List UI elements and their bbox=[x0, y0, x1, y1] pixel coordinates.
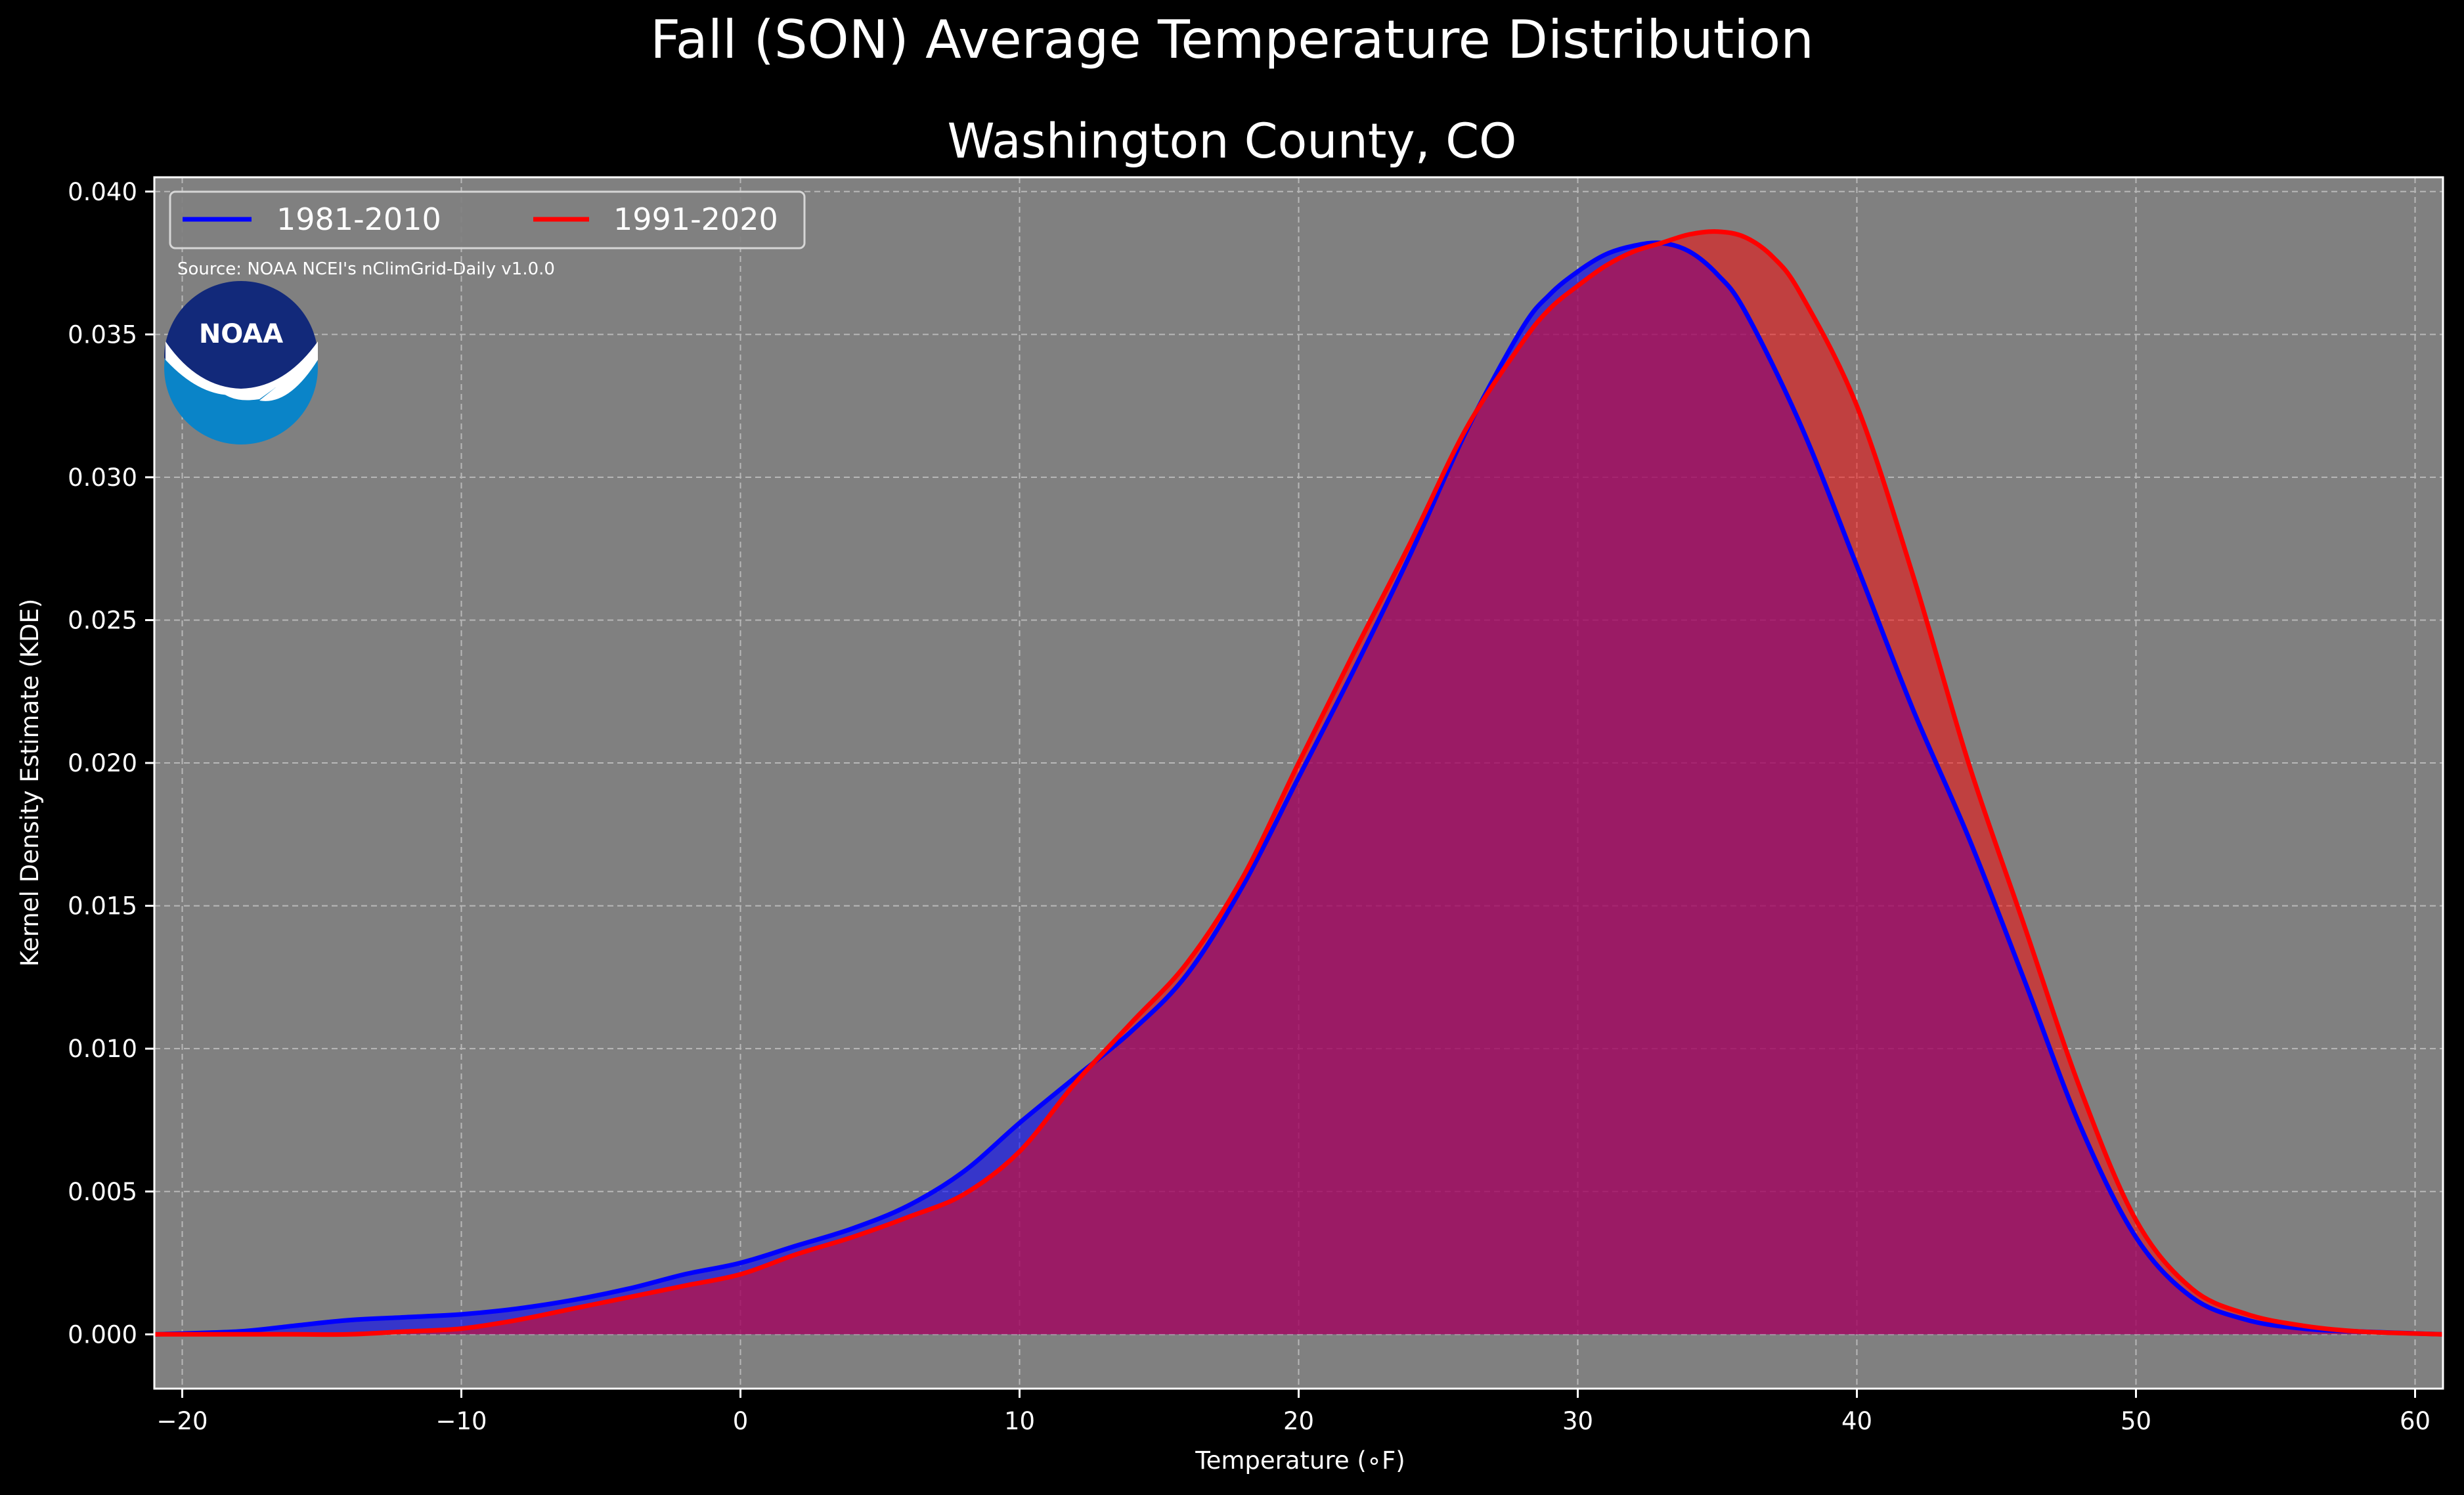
axis-ticks: −20 −10 0 10 20 30 40 50 60 0.000 0.005 0.010 0.015 0… bbox=[68, 178, 2431, 1435]
x-tick-label: 10 bbox=[1004, 1407, 1035, 1435]
legend: 1981-2010 1991-2020 bbox=[169, 190, 806, 249]
y-tick-label: 0.025 bbox=[68, 606, 137, 634]
y-tick-label: 0.040 bbox=[68, 178, 137, 206]
legend-label-1981-2010: 1981-2010 bbox=[276, 202, 441, 237]
y-tick-label: 0.005 bbox=[68, 1178, 137, 1206]
x-tick-label: 0 bbox=[733, 1407, 749, 1435]
noaa-logo: NOAA bbox=[164, 281, 318, 444]
y-tick-label: 0.010 bbox=[68, 1035, 137, 1063]
y-tick-label: 0.030 bbox=[68, 464, 137, 492]
chart-title: Fall (SON) Average Temperature Distribut… bbox=[650, 9, 1814, 70]
y-tick-label: 0.035 bbox=[68, 320, 137, 349]
y-tick-label: 0.020 bbox=[68, 749, 137, 777]
series-line-1991-2020 bbox=[154, 229, 2444, 1337]
x-tick-label: 40 bbox=[1841, 1407, 1872, 1435]
source-annotation: Source: NOAA NCEI's nClimGrid-Daily v1.0… bbox=[177, 259, 555, 279]
series-area-1991-2020 bbox=[154, 231, 2443, 1335]
x-tick-label: 30 bbox=[1562, 1407, 1593, 1435]
series-line-1981-2010 bbox=[154, 240, 2444, 1337]
y-tick-label: 0.000 bbox=[68, 1320, 137, 1349]
x-tick-label: 50 bbox=[2121, 1407, 2151, 1435]
x-axis-label: Temperature (∘F) bbox=[1195, 1446, 1405, 1475]
x-tick-label: −20 bbox=[156, 1407, 208, 1435]
legend-box bbox=[169, 190, 806, 249]
x-tick-label: −10 bbox=[435, 1407, 487, 1435]
legend-label-1991-2020: 1991-2020 bbox=[613, 202, 778, 237]
y-tick-label: 0.015 bbox=[68, 892, 137, 921]
x-tick-label: 60 bbox=[2400, 1407, 2431, 1435]
series-layer bbox=[154, 229, 2444, 1337]
logo-lettering: NOAA bbox=[199, 319, 283, 349]
x-tick-label: 20 bbox=[1283, 1407, 1314, 1435]
y-axis-label: Kernel Density Estimate (KDE) bbox=[16, 599, 44, 967]
chart-subtitle: Washington County, CO bbox=[947, 114, 1516, 169]
